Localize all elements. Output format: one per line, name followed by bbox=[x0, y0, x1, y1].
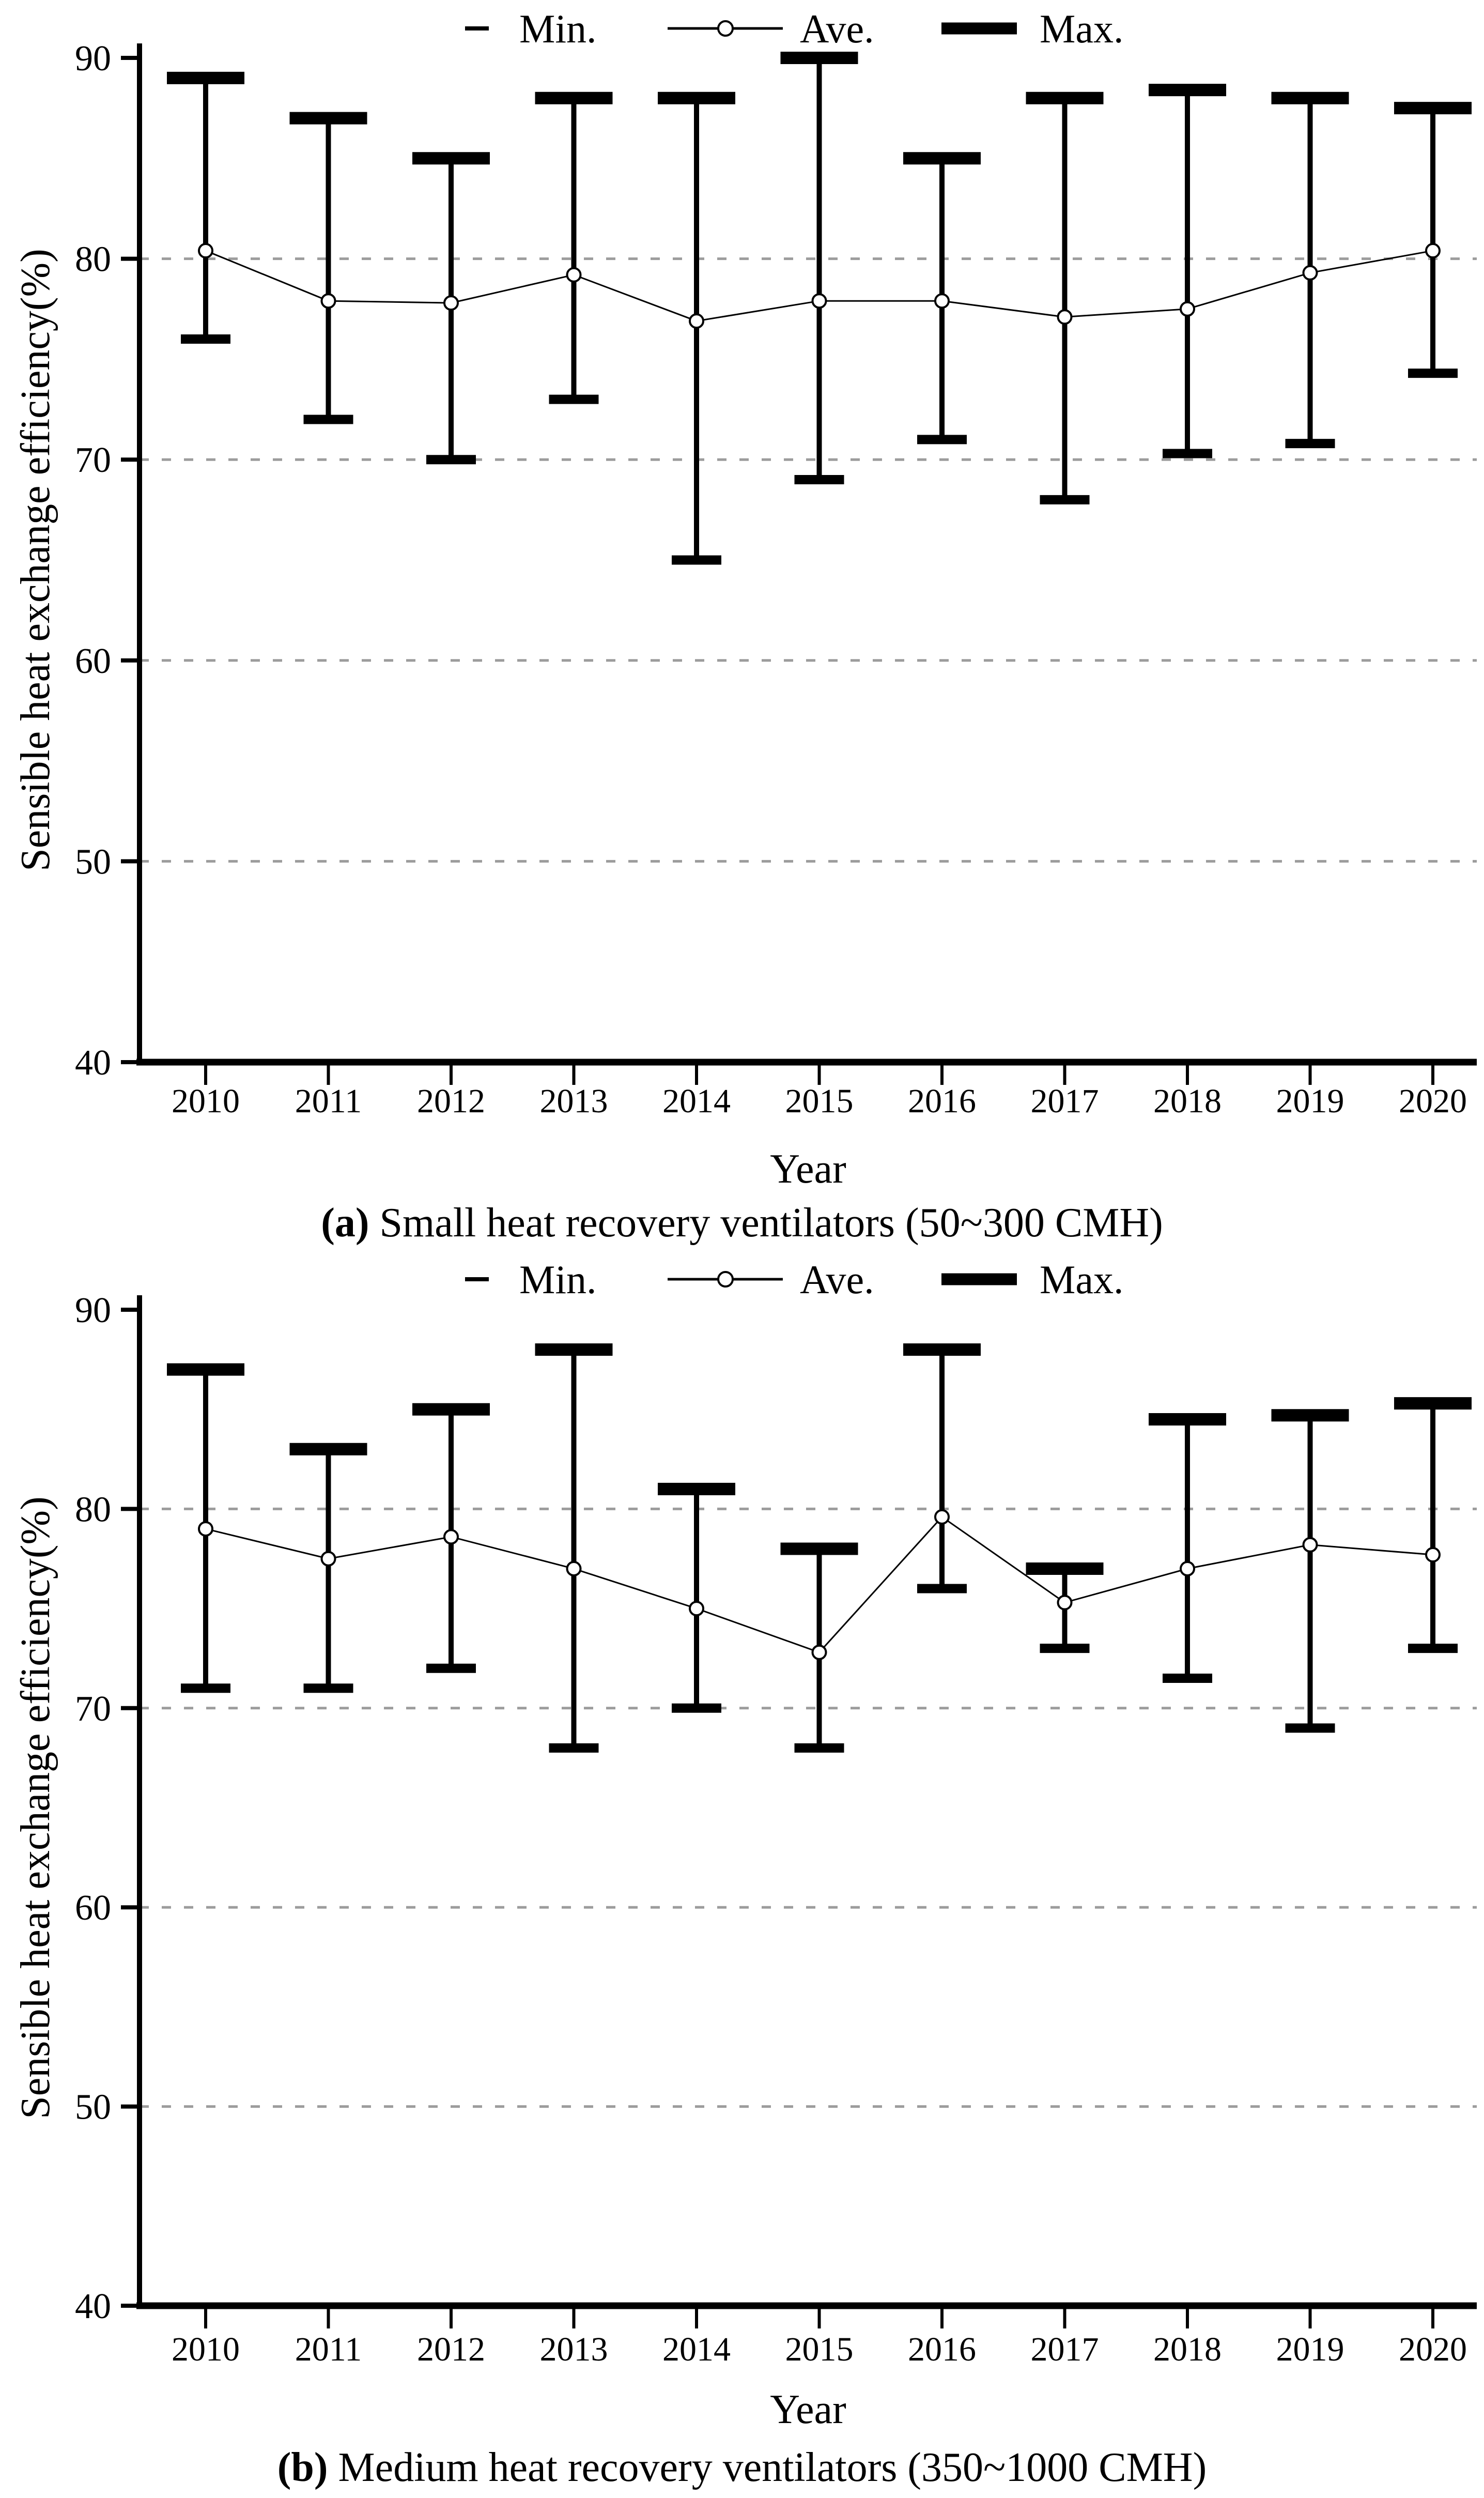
y-tick-label-80: 80 bbox=[75, 1490, 111, 1529]
y-tick-label-70: 70 bbox=[75, 440, 111, 480]
x-tick-label-2017: 2017 bbox=[1031, 2331, 1099, 2368]
legend-ave-marker-circle bbox=[717, 1271, 734, 1288]
y-tick-label-80: 80 bbox=[75, 240, 111, 280]
x-tick-label-2011: 2011 bbox=[295, 1082, 362, 1120]
x-tick-label-2019: 2019 bbox=[1276, 1082, 1344, 1120]
ave-point-2014 bbox=[689, 313, 704, 329]
ave-point-2013 bbox=[566, 1561, 582, 1577]
x-tick-label-2013: 2013 bbox=[540, 1082, 608, 1120]
chart-a-canvas: 90 80 70 60 50 40 2010 2011 2012 2013 2014 2015 2016… bbox=[13, 6, 1477, 1192]
x-tick-label-2020: 2020 bbox=[1399, 2331, 1467, 2368]
ave-point-2012 bbox=[443, 1529, 459, 1545]
y-tick-label-90: 90 bbox=[75, 1291, 111, 1330]
ave-point-2019 bbox=[1302, 265, 1318, 281]
x-tick-label-2016: 2016 bbox=[908, 1082, 976, 1120]
x-tick-label-2014: 2014 bbox=[662, 1082, 731, 1120]
x-tick-label-2017: 2017 bbox=[1031, 1082, 1099, 1120]
legend-label-max: Max. bbox=[1040, 6, 1123, 51]
x-tick-label-2011: 2011 bbox=[295, 2331, 362, 2368]
ave-point-2018 bbox=[1180, 1561, 1195, 1577]
legend-label-min: Min. bbox=[519, 1257, 597, 1302]
chart-b-caption-prefix: (b) bbox=[277, 2445, 328, 2490]
chart-a-caption: (a) Small heat recovery ventilators (50~… bbox=[0, 1200, 1484, 1246]
y-axis-title: Sensible heat exchange efficiency(%) bbox=[13, 1496, 58, 2119]
ave-point-2011 bbox=[320, 293, 336, 309]
chart-a-caption-text: Small heat recovery ventilators (50~300 … bbox=[369, 1200, 1163, 1246]
ave-point-2010 bbox=[198, 243, 213, 259]
x-tick-label-2012: 2012 bbox=[417, 1082, 485, 1120]
ave-point-2015 bbox=[811, 293, 827, 309]
y-tick-label-50: 50 bbox=[75, 842, 111, 882]
x-tick-label-2010: 2010 bbox=[172, 2331, 240, 2368]
y-tick-label-60: 60 bbox=[75, 1888, 111, 1928]
ave-point-2018 bbox=[1180, 301, 1195, 317]
ave-point-2016 bbox=[934, 293, 950, 309]
x-axis-title: Year bbox=[770, 2387, 846, 2432]
y-tick-label-70: 70 bbox=[75, 1689, 111, 1729]
x-tick-label-2018: 2018 bbox=[1153, 1082, 1222, 1120]
legend-label-max: Max. bbox=[1040, 1257, 1123, 1302]
legend-label-min: Min. bbox=[519, 6, 597, 51]
ave-point-2012 bbox=[443, 295, 459, 311]
ave-point-2020 bbox=[1425, 243, 1441, 259]
x-tick-label-2012: 2012 bbox=[417, 2331, 485, 2368]
x-tick-label-2015: 2015 bbox=[785, 2331, 854, 2368]
chart-b-caption-text: Medium heat recovery ventilators (350~10… bbox=[328, 2445, 1207, 2490]
x-tick-label-2019: 2019 bbox=[1276, 2331, 1344, 2368]
ave-point-2017 bbox=[1057, 309, 1073, 325]
ave-point-2014 bbox=[689, 1601, 704, 1617]
ave-point-2011 bbox=[320, 1551, 336, 1567]
x-tick-label-2018: 2018 bbox=[1153, 2331, 1222, 2368]
x-axis-title: Year bbox=[770, 1146, 846, 1192]
ave-point-2010 bbox=[198, 1521, 213, 1537]
y-tick-label-50: 50 bbox=[75, 2088, 111, 2127]
x-tick-label-2020: 2020 bbox=[1399, 1082, 1467, 1120]
y-tick-label-40: 40 bbox=[75, 1043, 111, 1083]
ave-point-2020 bbox=[1425, 1547, 1441, 1563]
ave-point-2013 bbox=[566, 267, 582, 283]
ave-point-2016 bbox=[934, 1509, 950, 1525]
y-tick-label-90: 90 bbox=[75, 39, 111, 79]
chart-b-caption: (b) Medium heat recovery ventilators (35… bbox=[0, 2445, 1484, 2490]
legend-ave-marker-circle bbox=[717, 20, 734, 37]
legend-label-ave: Ave. bbox=[800, 1257, 874, 1302]
chart-a-caption-prefix: (a) bbox=[321, 1200, 369, 1246]
ave-point-2015 bbox=[811, 1644, 827, 1660]
legend-label-ave: Ave. bbox=[800, 6, 874, 51]
chart-b-canvas: 90 80 70 60 50 40 2010 2011 2012 2013 2014 2015 2016… bbox=[13, 1257, 1477, 2432]
y-tick-label-60: 60 bbox=[75, 641, 111, 681]
ave-point-2017 bbox=[1057, 1595, 1073, 1611]
x-tick-label-2016: 2016 bbox=[908, 2331, 976, 2368]
x-tick-label-2013: 2013 bbox=[540, 2331, 608, 2368]
y-tick-label-40: 40 bbox=[75, 2287, 111, 2326]
y-axis-title: Sensible heat exchange efficiency(%) bbox=[13, 249, 58, 871]
ave-point-2019 bbox=[1302, 1537, 1318, 1553]
x-tick-label-2015: 2015 bbox=[785, 1082, 854, 1120]
x-tick-label-2010: 2010 bbox=[172, 1082, 240, 1120]
x-tick-label-2014: 2014 bbox=[662, 2331, 731, 2368]
